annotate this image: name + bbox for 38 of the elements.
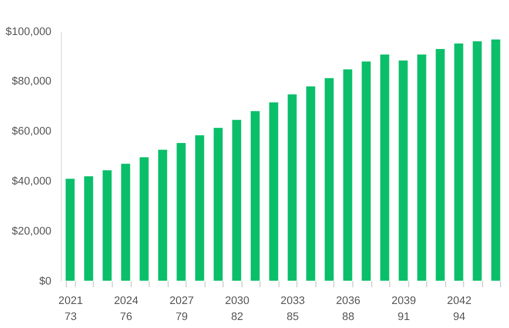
y-tick-label: $80,000 bbox=[12, 76, 52, 88]
bar bbox=[269, 102, 278, 281]
x-tick-label: 2024 76 bbox=[114, 295, 138, 324]
bar bbox=[121, 164, 130, 281]
x-tick-label: 2039 91 bbox=[392, 295, 416, 324]
bar bbox=[84, 176, 94, 281]
bar bbox=[306, 86, 316, 281]
x-tick-label: 2033 85 bbox=[280, 295, 305, 324]
bar bbox=[176, 143, 186, 281]
y-tick-label: $20,000 bbox=[12, 225, 52, 238]
x-tick-label: 2036 88 bbox=[336, 295, 360, 324]
bar bbox=[472, 41, 482, 281]
bar bbox=[232, 120, 242, 281]
bar bbox=[398, 60, 408, 281]
x-tick-label: 2030 82 bbox=[224, 295, 250, 324]
bar bbox=[380, 54, 390, 281]
bar bbox=[288, 94, 297, 281]
y-tick-label: $60,000 bbox=[12, 126, 52, 138]
x-tick-label: 2042 94 bbox=[447, 295, 472, 324]
bar bbox=[140, 157, 149, 281]
bar bbox=[195, 135, 204, 281]
y-tick-label: $0 bbox=[39, 275, 52, 288]
bar bbox=[66, 178, 75, 281]
bar bbox=[250, 111, 260, 281]
bar bbox=[214, 128, 223, 281]
bar bbox=[102, 170, 112, 281]
x-tick-label: 2027 79 bbox=[169, 295, 194, 324]
bar bbox=[417, 54, 426, 281]
bar bbox=[343, 69, 352, 281]
bar bbox=[362, 61, 371, 281]
bar bbox=[436, 48, 445, 281]
bar bbox=[454, 43, 464, 281]
y-tick-label: $40,000 bbox=[12, 175, 52, 188]
y-tick-label: $100,000 bbox=[6, 26, 52, 38]
bar bbox=[158, 150, 168, 281]
bar bbox=[491, 39, 500, 281]
bar bbox=[324, 78, 334, 281]
x-tick-label: 2021 73 bbox=[58, 295, 83, 324]
